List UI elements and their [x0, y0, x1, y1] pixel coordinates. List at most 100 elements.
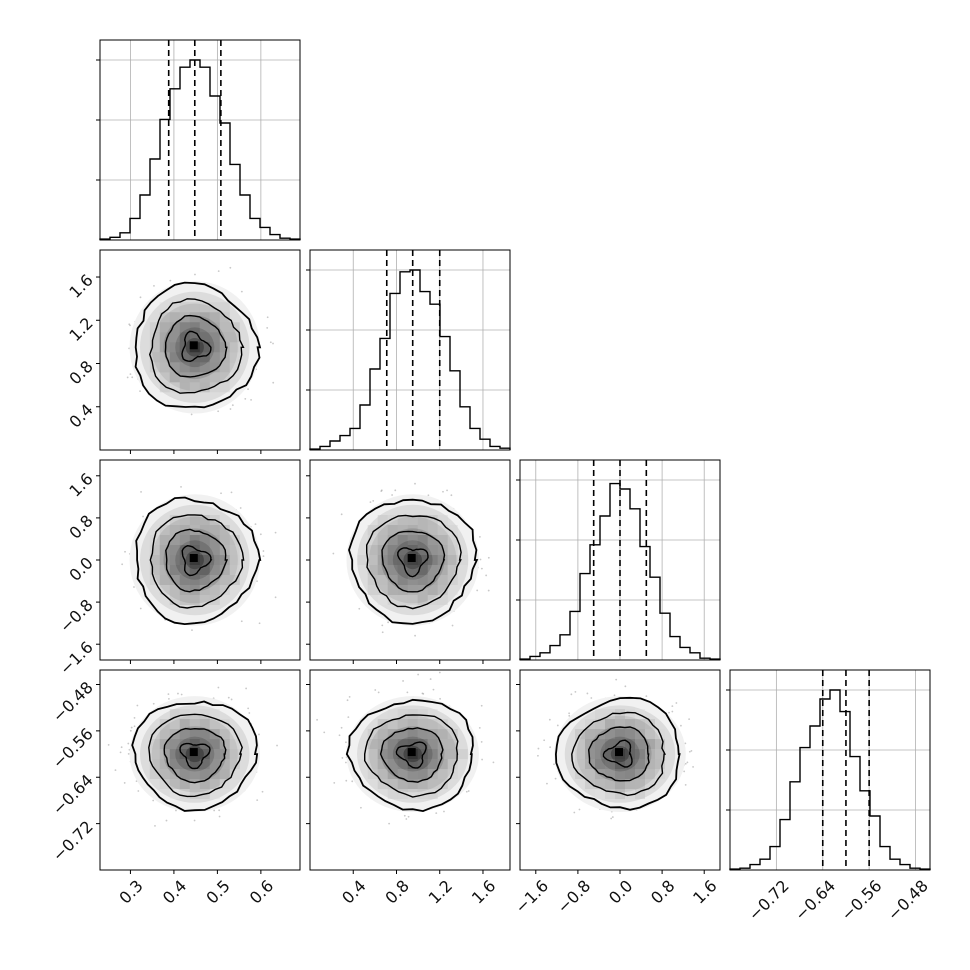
scatter-point [438, 671, 441, 674]
density-cell [447, 585, 458, 595]
scatter-point [671, 705, 674, 708]
density-cell [397, 565, 408, 575]
density-cell [189, 515, 200, 525]
panel-content [537, 678, 694, 820]
density-cell [179, 382, 190, 393]
density-cell [209, 585, 220, 595]
density-cell [605, 769, 615, 780]
density-cell [169, 779, 180, 790]
scatter-point [360, 806, 362, 809]
scatter-point [139, 390, 141, 393]
density-cell [199, 332, 210, 343]
density-cell [209, 342, 220, 353]
scatter-panel-3-1 [96, 459, 301, 664]
scatter-point [688, 718, 691, 720]
density-cell [189, 352, 200, 363]
density-cell [397, 749, 408, 760]
density-cell [189, 312, 200, 323]
scatter-point [191, 629, 193, 632]
density-cell [437, 749, 448, 760]
density-cell [169, 342, 180, 353]
scatter-point [380, 490, 383, 493]
density-cell [179, 779, 190, 790]
density-cell [219, 779, 230, 790]
density-cell [575, 749, 585, 760]
contour-line [602, 739, 633, 768]
density-cell [427, 709, 438, 720]
scatter-point [381, 631, 384, 634]
scatter-point [403, 814, 406, 817]
scatter-point [274, 596, 277, 599]
scatter-point [133, 725, 136, 728]
scatter-point [120, 746, 123, 749]
scatter-point [692, 766, 694, 768]
density-cell [397, 769, 408, 780]
scatter-point [272, 342, 274, 345]
density-cell [199, 779, 210, 790]
density-cell [219, 302, 230, 313]
scatter-point [671, 710, 674, 713]
density-cell [149, 739, 160, 750]
scatter-point [467, 790, 470, 792]
density-cell [209, 302, 220, 313]
density-cell [427, 525, 438, 535]
scatter-panel-4-3 [516, 669, 721, 874]
scatter-point [230, 491, 233, 494]
scatter-point [492, 761, 495, 764]
scatter-point [345, 741, 347, 744]
density-cell [635, 749, 645, 760]
scatter-point [340, 513, 343, 516]
density-cell [387, 789, 398, 800]
scatter-point [568, 712, 571, 715]
density-cell [149, 759, 160, 770]
density-cell [209, 779, 220, 790]
scatter-point [240, 620, 243, 623]
density-cell [377, 769, 388, 780]
scatter-point [139, 296, 142, 299]
density-cell [377, 779, 388, 790]
density-cell [417, 729, 428, 740]
y-tick-label: −0.56 [49, 724, 97, 772]
density-cell [397, 535, 408, 545]
scatter-point [181, 244, 183, 246]
density-cell [159, 312, 170, 323]
density-cell [169, 362, 180, 373]
density-cell [387, 719, 398, 730]
scatter-point [351, 780, 354, 783]
scatter-panel-4-1 [96, 669, 301, 874]
density-cell [645, 779, 655, 790]
density-cell [219, 565, 230, 575]
density-cell [377, 595, 388, 605]
scatter-point [217, 270, 220, 273]
density-cell [615, 789, 625, 800]
density-cell [169, 352, 180, 363]
density-cell [635, 739, 645, 750]
scatter-point [358, 607, 361, 610]
scatter-point [254, 523, 257, 526]
density-cell [169, 382, 180, 393]
density-cell [447, 525, 458, 535]
scatter-point [414, 634, 416, 637]
density-cell [149, 535, 160, 545]
density-cell [159, 779, 170, 790]
scatter-point [645, 695, 648, 698]
scatter-point [258, 622, 261, 625]
scatter-point [478, 726, 481, 729]
density-cell [367, 729, 378, 740]
density-cell [635, 719, 645, 730]
scatter-point [240, 290, 243, 293]
density-cell [189, 382, 200, 393]
density-cell [179, 302, 190, 313]
density-cell [219, 342, 230, 353]
density-cell [199, 382, 210, 393]
scatter-point [543, 739, 546, 742]
scatter-point [684, 742, 687, 745]
scatter-point [169, 279, 172, 282]
density-cell [169, 595, 180, 605]
density-cell [229, 342, 240, 353]
density-cell [397, 575, 408, 585]
density-cell [169, 749, 180, 760]
density-cell [377, 585, 388, 595]
density-cell [387, 525, 398, 535]
scatter-point [154, 824, 156, 827]
